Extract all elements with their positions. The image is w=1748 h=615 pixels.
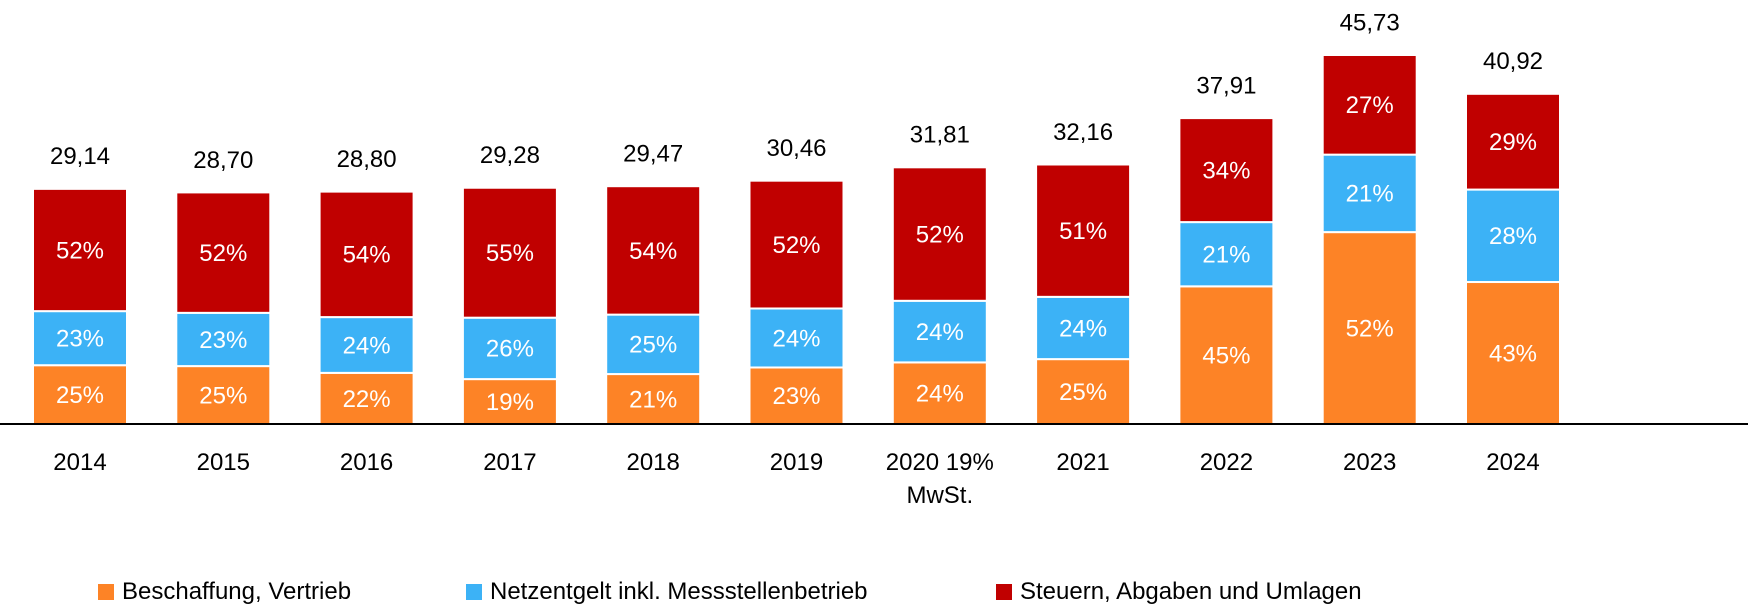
data-label: 21% — [629, 386, 677, 413]
data-label: 23% — [56, 326, 104, 353]
x-tick-label: 2017 — [483, 449, 537, 476]
data-label: 24% — [343, 332, 391, 359]
bar-segment — [175, 311, 272, 368]
data-label: 54% — [629, 238, 677, 265]
bar-segment — [605, 185, 702, 316]
bar-segment — [461, 378, 558, 426]
bar-segment — [1035, 163, 1132, 298]
data-label: 25% — [629, 332, 677, 359]
total-label: 32,16 — [1053, 119, 1113, 146]
bar-segment — [891, 299, 988, 364]
bar-segment — [748, 179, 845, 310]
bar-segment — [1321, 231, 1418, 425]
data-label: 26% — [486, 336, 534, 363]
bar-segment — [1321, 54, 1418, 156]
legend: Beschaffung, Vertrieb Netzentgelt inkl. M… — [0, 578, 1748, 612]
bar-segment — [1321, 153, 1418, 234]
total-label: 28,80 — [337, 146, 397, 173]
x-tick-label: 2024 — [1486, 449, 1540, 476]
total-label: 30,46 — [766, 135, 826, 162]
data-label: 52% — [199, 240, 247, 267]
total-label: 29,47 — [623, 141, 683, 168]
data-label: 21% — [1346, 181, 1394, 208]
data-label: 25% — [199, 382, 247, 409]
data-label: 23% — [772, 383, 820, 410]
x-tick-label: 2015 — [196, 449, 250, 476]
total-label: 40,92 — [1483, 48, 1543, 75]
data-label: 55% — [486, 240, 534, 267]
total-label: 29,14 — [50, 143, 110, 170]
x-tick-label: 2021 — [1056, 449, 1110, 476]
data-label: 27% — [1346, 92, 1394, 119]
data-label: 23% — [199, 327, 247, 354]
legend-label: Beschaffung, Vertrieb — [122, 578, 352, 605]
bar-segment — [461, 316, 558, 381]
data-label: 21% — [1202, 242, 1250, 269]
bar-segment — [891, 361, 988, 425]
data-label: 45% — [1202, 343, 1250, 370]
bar-segment — [318, 316, 415, 374]
bar-segment — [748, 366, 845, 425]
data-label: 52% — [772, 232, 820, 259]
data-label: 52% — [1346, 315, 1394, 342]
data-label: 19% — [486, 389, 534, 416]
x-tick-label: 2018 — [626, 449, 680, 476]
bar-segment — [1465, 188, 1561, 284]
bar-segment — [1178, 117, 1275, 224]
total-label: 28,70 — [193, 147, 253, 174]
bar-segment — [318, 190, 415, 319]
legend-item: Steuern, Abgaben und Umlagen — [996, 578, 1362, 606]
bar-segment — [32, 310, 128, 367]
x-tick-label: 2019 — [769, 449, 824, 476]
x-tick-label: 2014 — [53, 449, 107, 476]
data-label: 43% — [1489, 340, 1537, 367]
bar-segment — [1178, 221, 1275, 288]
data-label: 54% — [343, 242, 391, 269]
legend-item: Beschaffung, Vertrieb — [98, 578, 351, 606]
bar-segment — [461, 186, 558, 319]
bar-segment — [32, 187, 128, 313]
bar-segment — [175, 191, 272, 314]
data-label: 34% — [1202, 157, 1250, 184]
data-label: 52% — [56, 237, 104, 264]
bar-segment — [1465, 92, 1561, 191]
x-tick-label: 2016 — [339, 449, 394, 476]
data-label: 24% — [1059, 315, 1107, 342]
bar-segment — [891, 166, 988, 302]
data-label: 29% — [1489, 129, 1537, 156]
x-tick-label: 2023 — [1342, 449, 1397, 476]
bar-segment — [1035, 295, 1132, 361]
data-label: 24% — [916, 319, 964, 346]
total-label: 45,73 — [1340, 9, 1400, 36]
bar-segment — [32, 364, 128, 425]
x-tick-label: 2022 — [1199, 449, 1254, 476]
bar-segment — [175, 365, 272, 425]
bar-segment — [1178, 285, 1275, 425]
legend-swatch — [996, 584, 1012, 600]
data-label: 52% — [916, 221, 964, 248]
data-label: 22% — [343, 386, 391, 413]
legend-swatch — [466, 584, 482, 600]
data-label: 25% — [56, 382, 104, 409]
legend-label: Steuern, Abgaben und Umlagen — [1020, 578, 1362, 605]
legend-item: Netzentgelt inkl. Messstellenbetrieb — [466, 578, 868, 606]
data-label: 28% — [1489, 223, 1537, 250]
total-label: 31,81 — [910, 122, 970, 149]
x-tick-label: 2020 19% MwSt. — [885, 449, 994, 509]
data-label: 24% — [916, 381, 964, 408]
legend-swatch — [98, 584, 114, 600]
data-label: 25% — [1059, 379, 1107, 406]
total-label: 29,28 — [480, 142, 540, 169]
data-label: 51% — [1059, 218, 1107, 245]
total-label: 37,91 — [1196, 72, 1256, 99]
bar-segment — [748, 307, 845, 369]
data-label: 24% — [772, 325, 820, 352]
legend-label: Netzentgelt inkl. Messstellenbetrieb — [490, 578, 868, 605]
